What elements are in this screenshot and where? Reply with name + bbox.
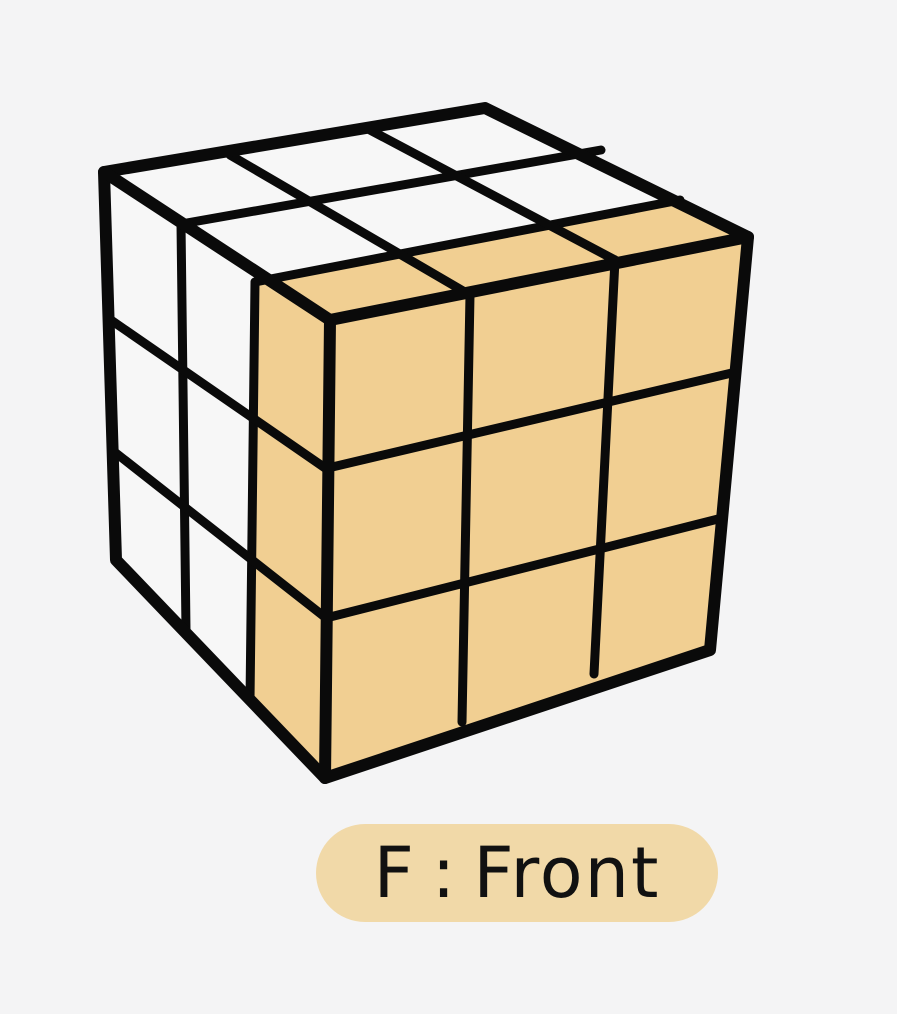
left-grid-line xyxy=(107,445,331,623)
top-grid-line xyxy=(365,125,620,265)
top-grid-line xyxy=(225,150,475,300)
front-face xyxy=(325,237,748,778)
front-grid-line xyxy=(323,367,741,473)
front-vertical-edge xyxy=(319,314,336,784)
left-grid-line xyxy=(103,313,333,475)
top-grid-line xyxy=(176,145,606,229)
face-label-badge: F : Front xyxy=(316,824,718,922)
left-grid-line xyxy=(245,277,260,705)
left-grid-line xyxy=(176,219,191,635)
front-grid-line xyxy=(589,255,620,679)
front-grid-line xyxy=(321,513,727,623)
top-grid-line xyxy=(250,195,685,287)
face-label-text: F : Front xyxy=(373,832,661,914)
cube-outline xyxy=(98,102,754,784)
front-slice-left-column xyxy=(250,282,330,778)
front-grid-line xyxy=(457,290,475,727)
front-slice-top-row xyxy=(255,200,748,320)
